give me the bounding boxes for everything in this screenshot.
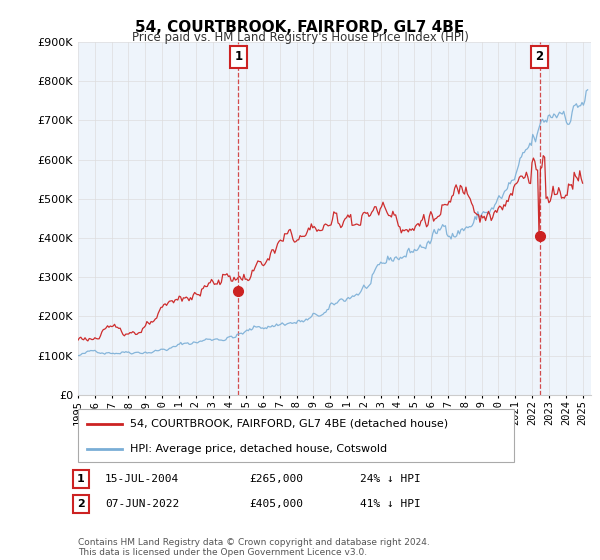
FancyBboxPatch shape [78, 409, 514, 462]
Text: 1: 1 [77, 474, 85, 484]
Text: £405,000: £405,000 [249, 499, 303, 509]
Text: Price paid vs. HM Land Registry's House Price Index (HPI): Price paid vs. HM Land Registry's House … [131, 31, 469, 44]
Text: 07-JUN-2022: 07-JUN-2022 [105, 499, 179, 509]
Text: Contains HM Land Registry data © Crown copyright and database right 2024.
This d: Contains HM Land Registry data © Crown c… [78, 538, 430, 557]
Text: 41% ↓ HPI: 41% ↓ HPI [360, 499, 421, 509]
Text: 2: 2 [535, 50, 544, 63]
Text: 24% ↓ HPI: 24% ↓ HPI [360, 474, 421, 484]
Text: 2: 2 [77, 499, 85, 509]
Text: HPI: Average price, detached house, Cotswold: HPI: Average price, detached house, Cots… [130, 444, 388, 454]
Text: 15-JUL-2004: 15-JUL-2004 [105, 474, 179, 484]
Text: 1: 1 [235, 50, 242, 63]
Text: 54, COURTBROOK, FAIRFORD, GL7 4BE: 54, COURTBROOK, FAIRFORD, GL7 4BE [136, 20, 464, 35]
Text: 54, COURTBROOK, FAIRFORD, GL7 4BE (detached house): 54, COURTBROOK, FAIRFORD, GL7 4BE (detac… [130, 419, 448, 429]
Text: £265,000: £265,000 [249, 474, 303, 484]
